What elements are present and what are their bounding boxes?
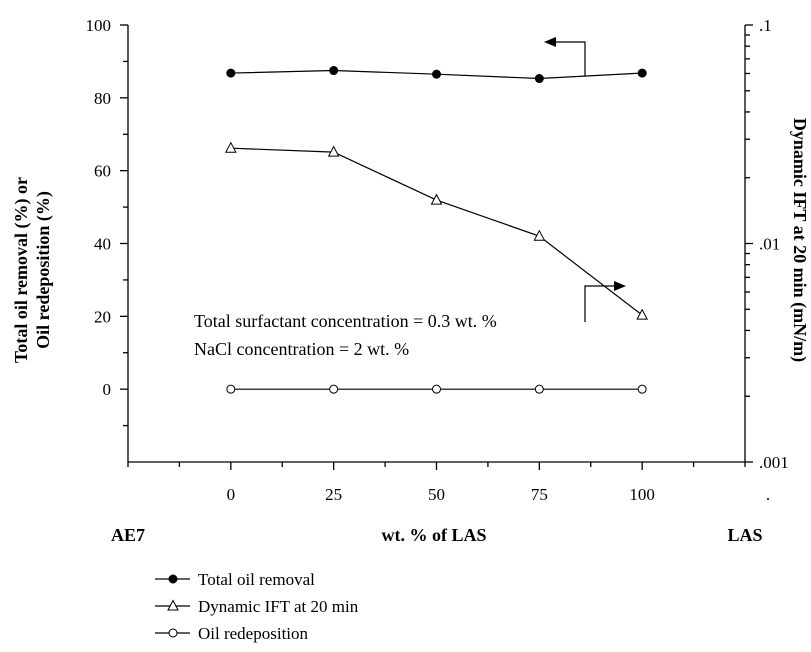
series-layer (225, 66, 648, 394)
x-tick-label: 100 (629, 485, 655, 504)
left-y-tick-label: 100 (86, 16, 112, 35)
left-y-tick-label: 20 (94, 307, 111, 326)
data-point (225, 141, 237, 153)
arrow-head-right (614, 281, 626, 291)
right-y-tick-label: .01 (759, 235, 780, 254)
legend-marker (168, 574, 178, 584)
legend-item: Dynamic IFT at 20 min (155, 597, 359, 616)
data-point (329, 66, 339, 76)
data-point (637, 68, 647, 78)
right-y-axis-label: Dynamic IFT at 20 min (mN/m) (789, 118, 810, 362)
x-tick-label: 0 (227, 485, 236, 504)
series-total-oil-removal (226, 66, 647, 84)
arrow-to-right-axis (584, 285, 620, 322)
x-tick-label: 25 (325, 485, 342, 504)
annotation-surfactant: Total surfactant concentration = 0.3 wt.… (194, 311, 497, 331)
series-line (230, 147, 643, 316)
right-axis-stray-dot: . (766, 485, 770, 504)
data-point (636, 308, 648, 320)
left-y-axis-label-line1: Total oil removal (%) or (11, 177, 32, 363)
x-end-label-right: LAS (727, 525, 762, 545)
legend-marker (168, 628, 178, 638)
data-point (226, 68, 236, 78)
legend-label: Dynamic IFT at 20 min (198, 597, 359, 616)
axes-frame (127, 25, 746, 463)
x-axis-label: wt. % of LAS (381, 525, 486, 545)
x-end-label-left: AE7 (111, 525, 145, 545)
x-tick-label: 75 (531, 485, 548, 504)
legend-marker (167, 599, 179, 611)
data-point (533, 229, 546, 241)
legend: Total oil removal Dynamic IFT at 20 min Oi… (155, 570, 359, 643)
legend-item: Total oil removal (155, 570, 315, 589)
data-point (432, 384, 441, 394)
left-y-tick-label: 60 (94, 162, 111, 181)
right-y-axis-ticks: .001 .01 .1 (745, 16, 789, 472)
data-point (329, 384, 339, 394)
left-y-tick-label: 0 (103, 380, 112, 399)
left-y-axis-label-line2: Oil redeposition (%) (33, 191, 54, 349)
legend-label: Oil redeposition (198, 624, 309, 643)
data-point (430, 193, 443, 205)
data-point (534, 74, 544, 84)
arrow-to-left-axis (550, 41, 586, 77)
legend-label: Total oil removal (198, 570, 315, 589)
axis-pointer-arrows (544, 37, 626, 322)
arrow-head-left (544, 37, 556, 47)
data-point (637, 384, 647, 394)
x-tick-label: 50 (428, 485, 445, 504)
series-dynamic-ift-at-20-min (225, 141, 648, 320)
left-y-tick-label: 80 (94, 89, 111, 108)
legend-item: Oil redeposition (155, 624, 309, 643)
left-y-tick-label: 40 (94, 235, 111, 254)
left-y-axis-ticks: 0 20 40 60 80 100 (86, 16, 128, 427)
annotation-nacl: NaCl concentration = 2 wt. % (194, 339, 409, 359)
data-point (226, 384, 236, 394)
data-point (327, 145, 340, 157)
series-oil-redeposition (226, 384, 647, 394)
x-axis-ticks: 0 25 50 75 100 (127, 462, 746, 504)
right-y-tick-label: .001 (759, 453, 789, 472)
data-point (534, 384, 544, 394)
data-point (432, 69, 441, 79)
right-y-tick-label: .1 (759, 16, 772, 35)
